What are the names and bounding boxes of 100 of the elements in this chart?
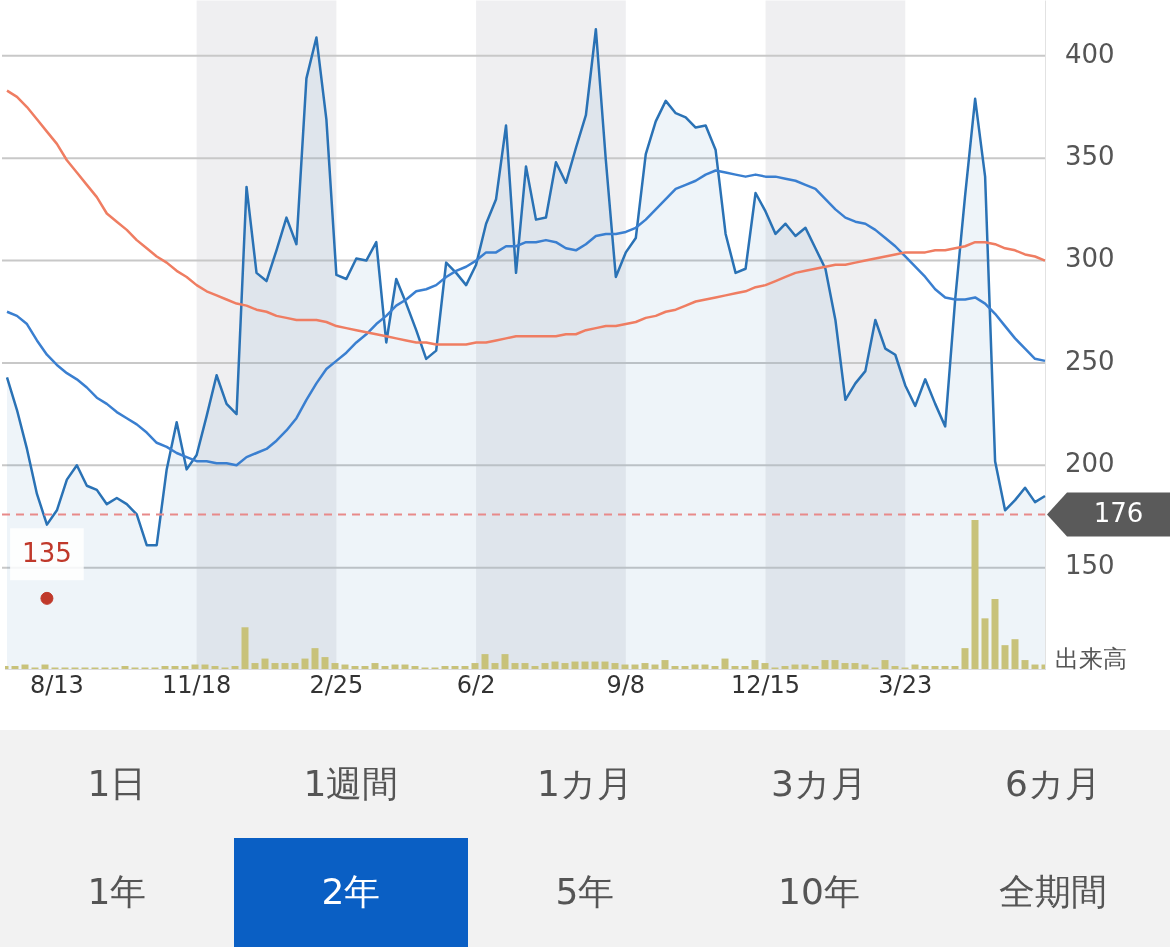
bar [481, 654, 489, 669]
bar [471, 663, 479, 669]
bar [271, 663, 279, 669]
x-tick-label: 12/15 [730, 670, 801, 699]
category-label: 5年 [468, 838, 702, 947]
bar [571, 661, 579, 669]
bar [291, 663, 299, 669]
bar [671, 666, 679, 669]
bar [621, 664, 629, 669]
bar [541, 663, 549, 669]
bar [371, 663, 379, 669]
bar [991, 598, 999, 669]
bar [191, 664, 199, 669]
bar [211, 666, 219, 669]
bar [121, 666, 129, 669]
x-tick-label: 6/2 [456, 670, 496, 699]
x-tick-label: 11/18 [162, 670, 232, 699]
category-label: 全期間 [936, 838, 1170, 947]
bar [161, 666, 169, 669]
y-tick-label: 250 [1065, 345, 1115, 376]
x-tick-label: 3/23 [878, 670, 933, 699]
bar [861, 664, 869, 669]
bar [801, 664, 809, 669]
bar [891, 666, 899, 669]
bar [831, 660, 839, 669]
bar [201, 664, 209, 669]
bar [261, 658, 269, 669]
bar [691, 664, 699, 669]
bar [631, 664, 639, 669]
bar [641, 663, 649, 669]
bar [781, 666, 789, 669]
y-axis-title: 出来高 [1055, 645, 1127, 674]
category-label: 1週間 [234, 730, 468, 838]
bar [851, 663, 859, 669]
bar [751, 660, 759, 669]
bar [441, 666, 449, 669]
bar [791, 664, 799, 669]
bar [611, 663, 619, 669]
y-tick-label: 150 [1065, 550, 1115, 581]
bar [281, 663, 289, 669]
category-label: 1カ月 [468, 730, 702, 838]
bar [581, 661, 589, 669]
bar [391, 664, 399, 669]
bar [841, 663, 849, 669]
bar [701, 664, 709, 669]
bar [601, 661, 609, 669]
bar [351, 666, 359, 669]
bar [311, 648, 319, 669]
bar [821, 660, 829, 669]
bar [341, 664, 349, 669]
bar [951, 666, 959, 669]
bar [41, 664, 49, 669]
bar [931, 666, 939, 669]
bar [381, 666, 389, 669]
bar [811, 666, 819, 669]
y-tick-label: 350 [1065, 140, 1115, 171]
category-label: 1年 [0, 838, 234, 947]
bar [181, 666, 189, 669]
bar [1001, 645, 1009, 669]
bar [1011, 639, 1019, 669]
bar [941, 666, 949, 669]
bar [741, 666, 749, 669]
bar [451, 666, 459, 669]
bar [331, 663, 339, 669]
bar [551, 661, 559, 669]
bar [981, 618, 989, 669]
bar [721, 658, 729, 669]
bar [681, 666, 689, 669]
x-tick-label: 2/25 [309, 670, 364, 699]
bar [711, 666, 719, 669]
bar [461, 666, 469, 669]
bar [401, 664, 409, 669]
bar [661, 660, 669, 669]
bar [21, 664, 29, 669]
bar [171, 666, 179, 669]
bar [761, 663, 769, 669]
bar [321, 657, 329, 669]
y-tick-label: 300 [1065, 243, 1115, 274]
bar [1021, 660, 1029, 669]
bar [301, 658, 309, 669]
bar [921, 666, 929, 669]
x-tick-label: 9/8 [606, 670, 646, 699]
bar [491, 663, 499, 669]
category-label: 3カ月 [702, 730, 936, 838]
bar [251, 663, 259, 669]
bar [881, 660, 889, 669]
category-label: 6カ月 [936, 730, 1170, 838]
bar [971, 520, 979, 669]
bar [231, 666, 239, 669]
category-label: 2年 [234, 838, 468, 947]
bar [731, 666, 739, 669]
bar [361, 666, 369, 669]
bar [911, 664, 919, 669]
category-label: 10年 [702, 838, 936, 947]
data-label: 135 [22, 538, 72, 569]
bar [961, 648, 969, 669]
bar [521, 663, 529, 669]
y-tick-label: 400 [1065, 38, 1115, 69]
bar [501, 654, 509, 669]
bar [591, 661, 599, 669]
